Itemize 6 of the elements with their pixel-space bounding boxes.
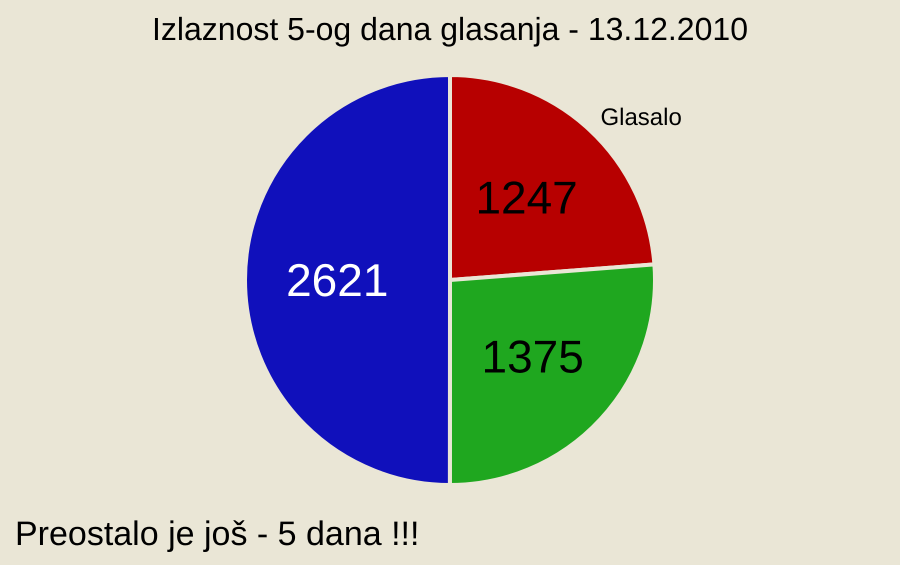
data-label: 1375: [482, 330, 584, 383]
slice-label: Glasalo: [600, 104, 682, 132]
data-label: 2621: [286, 254, 388, 306]
chart-title: Izlaznost 5-og dana glasanja - 13.12.2010: [152, 11, 748, 47]
text: Preostalo je još - 5 dana !!!: [15, 515, 420, 553]
data-label: 1247: [475, 171, 578, 224]
